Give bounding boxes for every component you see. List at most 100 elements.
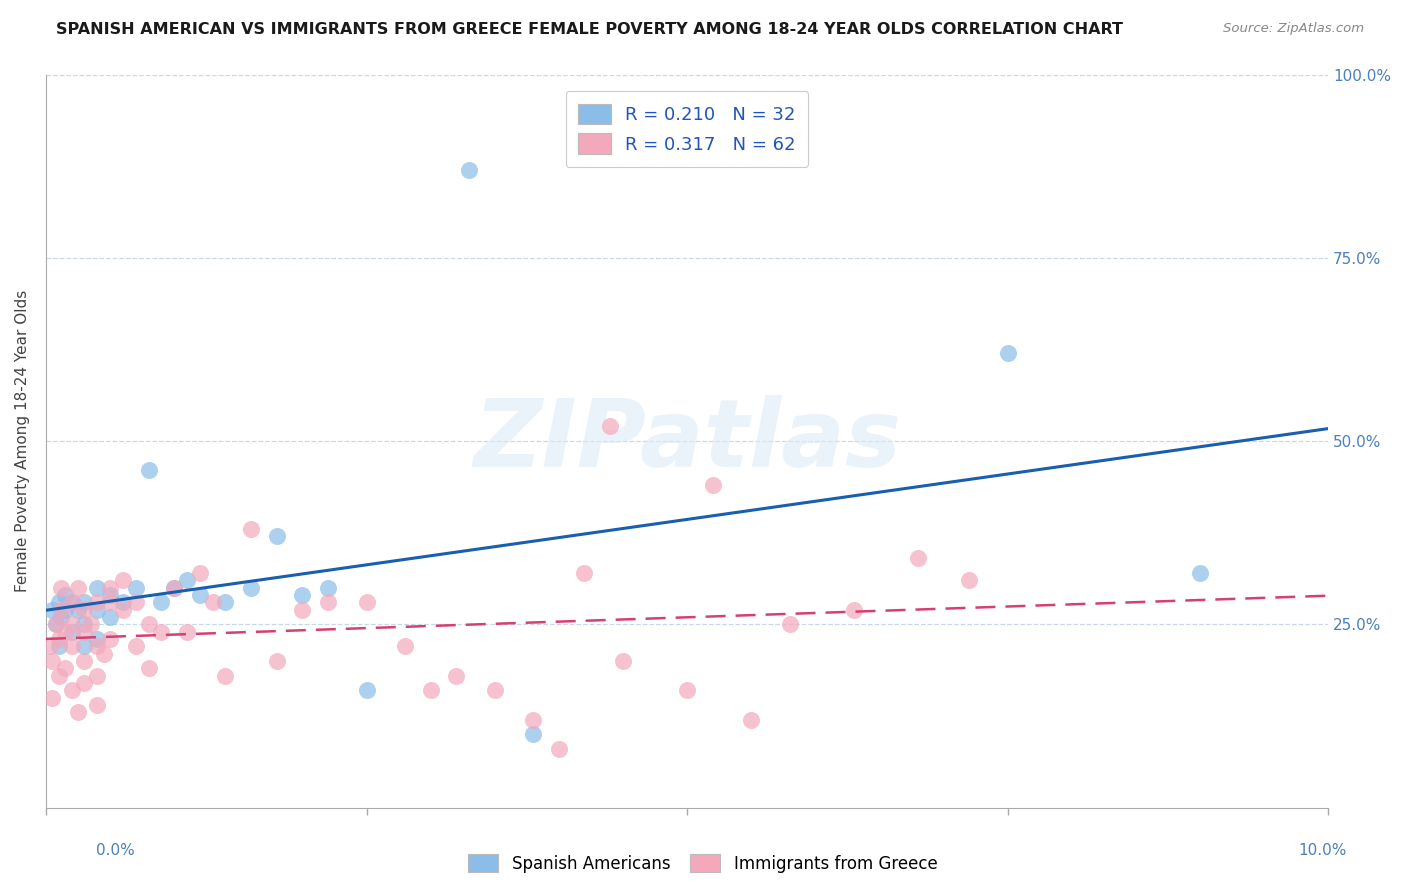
Point [53, 624, 76, 639]
Point [73, 640, 96, 654]
Point [60, 624, 83, 639]
Legend: Spanish Americans, Immigrants from Greece: Spanish Americans, Immigrants from Greec… [461, 847, 945, 880]
Point [53, 661, 76, 675]
Point [356, 595, 378, 609]
Point [291, 602, 314, 616]
Point [522, 713, 544, 727]
Point [86, 602, 108, 616]
Point [138, 463, 160, 477]
Point [98, 595, 121, 609]
Point [48, 668, 70, 682]
Point [138, 661, 160, 675]
Text: ZIPatlas: ZIPatlas [472, 395, 901, 487]
Point [240, 522, 263, 536]
Point [86, 581, 108, 595]
Point [599, 419, 621, 434]
Point [214, 668, 236, 682]
Point [48, 595, 70, 609]
Point [574, 566, 596, 580]
Point [111, 595, 134, 609]
Point [60, 617, 83, 632]
Point [73, 595, 96, 609]
Y-axis label: Female Poverty Among 18-24 Year Olds: Female Poverty Among 18-24 Year Olds [15, 290, 30, 592]
Point [957, 574, 980, 588]
Point [51, 610, 73, 624]
Point [98, 581, 121, 595]
Point [51, 602, 73, 616]
Point [60, 640, 83, 654]
Point [51, 581, 73, 595]
Point [150, 595, 173, 609]
Point [125, 581, 148, 595]
Point [41, 654, 63, 668]
Point [98, 588, 121, 602]
Point [907, 551, 929, 566]
Point [150, 624, 173, 639]
Point [73, 602, 96, 616]
Point [188, 588, 211, 602]
Point [214, 595, 236, 609]
Point [41, 690, 63, 705]
Point [522, 727, 544, 741]
Point [740, 713, 762, 727]
Point [98, 610, 121, 624]
Point [60, 595, 83, 609]
Point [176, 574, 198, 588]
Point [266, 529, 288, 543]
Point [86, 640, 108, 654]
Point [86, 632, 108, 646]
Text: SPANISH AMERICAN VS IMMIGRANTS FROM GREECE FEMALE POVERTY AMONG 18-24 YEAR OLDS : SPANISH AMERICAN VS IMMIGRANTS FROM GREE… [56, 22, 1123, 37]
Point [73, 654, 96, 668]
Point [93, 647, 115, 661]
Point [73, 624, 96, 639]
Point [111, 602, 134, 616]
Point [125, 595, 148, 609]
Point [188, 566, 211, 580]
Point [125, 640, 148, 654]
Point [73, 617, 96, 632]
Point [45, 617, 67, 632]
Point [73, 676, 96, 690]
Point [45, 617, 67, 632]
Point [702, 478, 724, 492]
Text: Source: ZipAtlas.com: Source: ZipAtlas.com [1223, 22, 1364, 36]
Point [163, 581, 186, 595]
Point [842, 602, 865, 616]
Point [53, 588, 76, 602]
Point [612, 654, 634, 668]
Text: 10.0%: 10.0% [1299, 843, 1347, 858]
Point [163, 581, 186, 595]
Point [676, 683, 699, 698]
Point [291, 588, 314, 602]
Point [266, 654, 288, 668]
Point [240, 581, 263, 595]
Legend: R = 0.210   N = 32, R = 0.317   N = 62: R = 0.210 N = 32, R = 0.317 N = 62 [565, 91, 808, 167]
Point [80, 617, 103, 632]
Point [484, 683, 506, 698]
Point [60, 683, 83, 698]
Point [98, 632, 121, 646]
Point [394, 640, 416, 654]
Point [547, 742, 569, 756]
Text: 0.0%: 0.0% [96, 843, 135, 858]
Point [997, 346, 1019, 360]
Point [356, 683, 378, 698]
Point [41, 602, 63, 616]
Point [138, 617, 160, 632]
Point [86, 698, 108, 712]
Point [53, 602, 76, 616]
Point [60, 595, 83, 609]
Point [316, 581, 339, 595]
Point [446, 668, 468, 682]
Point [66, 602, 89, 616]
Point [111, 574, 134, 588]
Point [86, 595, 108, 609]
Point [48, 640, 70, 654]
Point [1188, 566, 1211, 580]
Point [176, 624, 198, 639]
Point [38, 640, 60, 654]
Point [779, 617, 801, 632]
Point [316, 595, 339, 609]
Point [66, 706, 89, 720]
Point [419, 683, 441, 698]
